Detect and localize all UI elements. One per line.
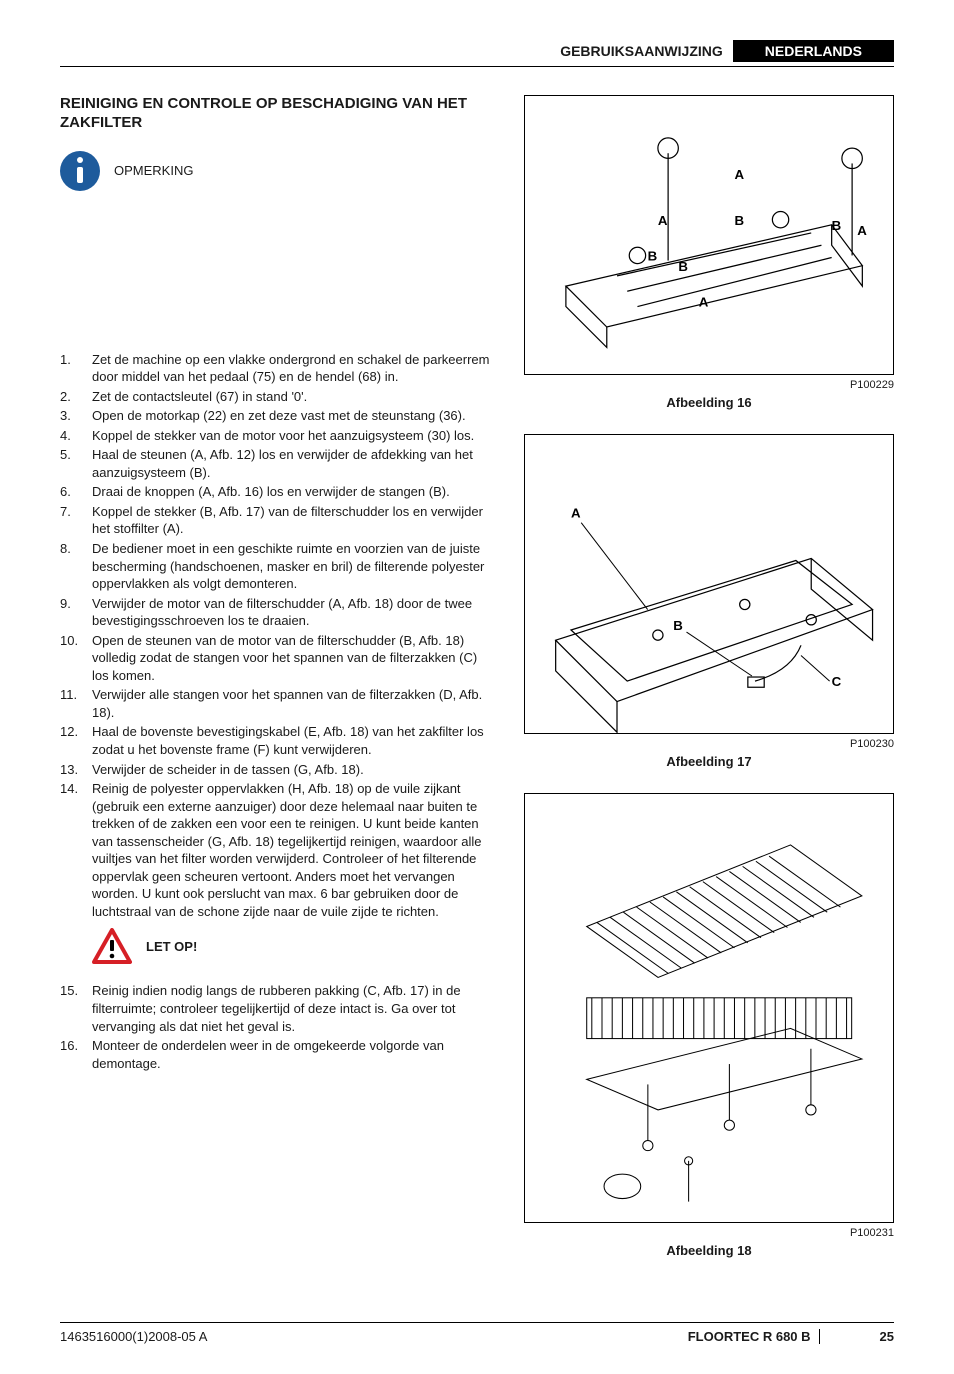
step-number: 11. (60, 686, 92, 721)
warning-icon (92, 928, 132, 964)
svg-text:C: C (832, 674, 842, 689)
step-number: 10. (60, 632, 92, 685)
footer-page-number: 25 (880, 1329, 894, 1344)
svg-text:A: A (735, 167, 745, 182)
step-number: 9. (60, 595, 92, 630)
figure-diagram (524, 793, 894, 1223)
svg-text:A: A (658, 213, 668, 228)
info-icon (60, 151, 100, 191)
figure-block: A B C P100230 Afbeelding 17 (524, 434, 894, 769)
step-number: 2. (60, 388, 92, 406)
step-item: 15.Reinig indien nodig langs de rubberen… (60, 982, 496, 1035)
step-item: 16.Monteer de onderdelen weer in de omge… (60, 1037, 496, 1072)
svg-text:A: A (857, 223, 867, 238)
step-item: 6.Draai de knoppen (A, Afb. 16) los en v… (60, 483, 496, 501)
step-text: Monteer de onderdelen weer in de omgekee… (92, 1037, 496, 1072)
header-language-badge: NEDERLANDS (733, 40, 894, 62)
step-item: 2.Zet de contactsleutel (67) in stand '0… (60, 388, 496, 406)
step-item: 4.Koppel de stekker van de motor voor he… (60, 427, 496, 445)
step-item: 8.De bediener moet in een geschikte ruim… (60, 540, 496, 593)
figure-code: P100230 (524, 738, 894, 750)
step-text: Open de steunen van de motor van de filt… (92, 632, 496, 685)
step-item: 10.Open de steunen van de motor van de f… (60, 632, 496, 685)
header-label: GEBRUIKSAANWIJZING (560, 43, 723, 59)
step-number: 1. (60, 351, 92, 386)
step-item: 1.Zet de machine op een vlakke ondergron… (60, 351, 496, 386)
step-number: 7. (60, 503, 92, 538)
step-text: Verwijder de motor van de filterschudder… (92, 595, 496, 630)
page-header: GEBRUIKSAANWIJZING NEDERLANDS (60, 40, 894, 67)
step-text: De bediener moet in een geschikte ruimte… (92, 540, 496, 593)
step-text: Zet de contactsleutel (67) in stand '0'. (92, 388, 496, 406)
figure-caption: Afbeelding 18 (524, 1243, 894, 1258)
svg-text:B: B (648, 249, 658, 264)
step-number: 14. (60, 780, 92, 920)
step-number: 16. (60, 1037, 92, 1072)
step-item: 3.Open de motorkap (22) en zet deze vast… (60, 407, 496, 425)
step-text: Draai de knoppen (A, Afb. 16) los en ver… (92, 483, 496, 501)
step-text: Zet de machine op een vlakke ondergrond … (92, 351, 496, 386)
step-item: 11.Verwijder alle stangen voor het spann… (60, 686, 496, 721)
caution-block: LET OP! (92, 928, 496, 964)
step-item: 9.Verwijder de motor van de filterschudd… (60, 595, 496, 630)
figure-block: P100231 Afbeelding 18 (524, 793, 894, 1258)
figure-code: P100231 (524, 1227, 894, 1239)
left-column: REINIGING EN CONTROLE OP BESCHADIGING VA… (60, 95, 496, 1282)
step-number: 5. (60, 446, 92, 481)
caution-label: LET OP! (146, 939, 197, 954)
step-number: 13. (60, 761, 92, 779)
svg-text:B: B (735, 213, 745, 228)
step-number: 12. (60, 723, 92, 758)
figure-caption: Afbeelding 16 (524, 395, 894, 410)
section-title: REINIGING EN CONTROLE OP BESCHADIGING VA… (60, 95, 496, 133)
page-footer: 1463516000(1)2008-05 A FLOORTEC R 680 B … (60, 1322, 894, 1344)
step-item: 13.Verwijder de scheider in de tassen (G… (60, 761, 496, 779)
step-text: Haal de steunen (A, Afb. 12) los en verw… (92, 446, 496, 481)
step-text: Open de motorkap (22) en zet deze vast m… (92, 407, 496, 425)
svg-text:B: B (832, 218, 842, 233)
step-text: Verwijder de scheider in de tassen (G, A… (92, 761, 496, 779)
figure-diagram: A B C (524, 434, 894, 734)
note-block: OPMERKING (60, 151, 496, 191)
step-number: 4. (60, 427, 92, 445)
step-text: Haal de bovenste bevestigingskabel (E, A… (92, 723, 496, 758)
step-text: Reinig indien nodig langs de rubberen pa… (92, 982, 496, 1035)
figure-code: P100229 (524, 379, 894, 391)
step-text: Koppel de stekker van de motor voor het … (92, 427, 496, 445)
figure-diagram: A A A A B B B B (524, 95, 894, 375)
note-label: OPMERKING (114, 163, 193, 178)
svg-text:A: A (699, 295, 709, 310)
step-item: 14.Reinig de polyester oppervlakken (H, … (60, 780, 496, 920)
figure-caption: Afbeelding 17 (524, 754, 894, 769)
content-columns: REINIGING EN CONTROLE OP BESCHADIGING VA… (60, 95, 894, 1282)
steps-list-b: 15.Reinig indien nodig langs de rubberen… (60, 982, 496, 1072)
steps-list-a: 1.Zet de machine op een vlakke ondergron… (60, 351, 496, 921)
figure-block: A A A A B B B B P100229 Afbeelding 16 (524, 95, 894, 410)
footer-product: FLOORTEC R 680 B (688, 1329, 820, 1344)
step-item: 5.Haal de steunen (A, Afb. 12) los en ve… (60, 446, 496, 481)
footer-doc-code: 1463516000(1)2008-05 A (60, 1329, 207, 1344)
step-item: 7.Koppel de stekker (B, Afb. 17) van de … (60, 503, 496, 538)
svg-text:B: B (678, 259, 688, 274)
step-text: Reinig de polyester oppervlakken (H, Afb… (92, 780, 496, 920)
right-column-figures: A A A A B B B B P100229 Afbeelding 16 A B C P10… (524, 95, 894, 1282)
step-text: Koppel de stekker (B, Afb. 17) van de fi… (92, 503, 496, 538)
step-number: 6. (60, 483, 92, 501)
svg-text:A: A (571, 506, 581, 521)
step-text: Verwijder alle stangen voor het spannen … (92, 686, 496, 721)
svg-text:B: B (673, 618, 683, 633)
step-number: 15. (60, 982, 92, 1035)
step-number: 3. (60, 407, 92, 425)
step-item: 12.Haal de bovenste bevestigingskabel (E… (60, 723, 496, 758)
step-number: 8. (60, 540, 92, 593)
